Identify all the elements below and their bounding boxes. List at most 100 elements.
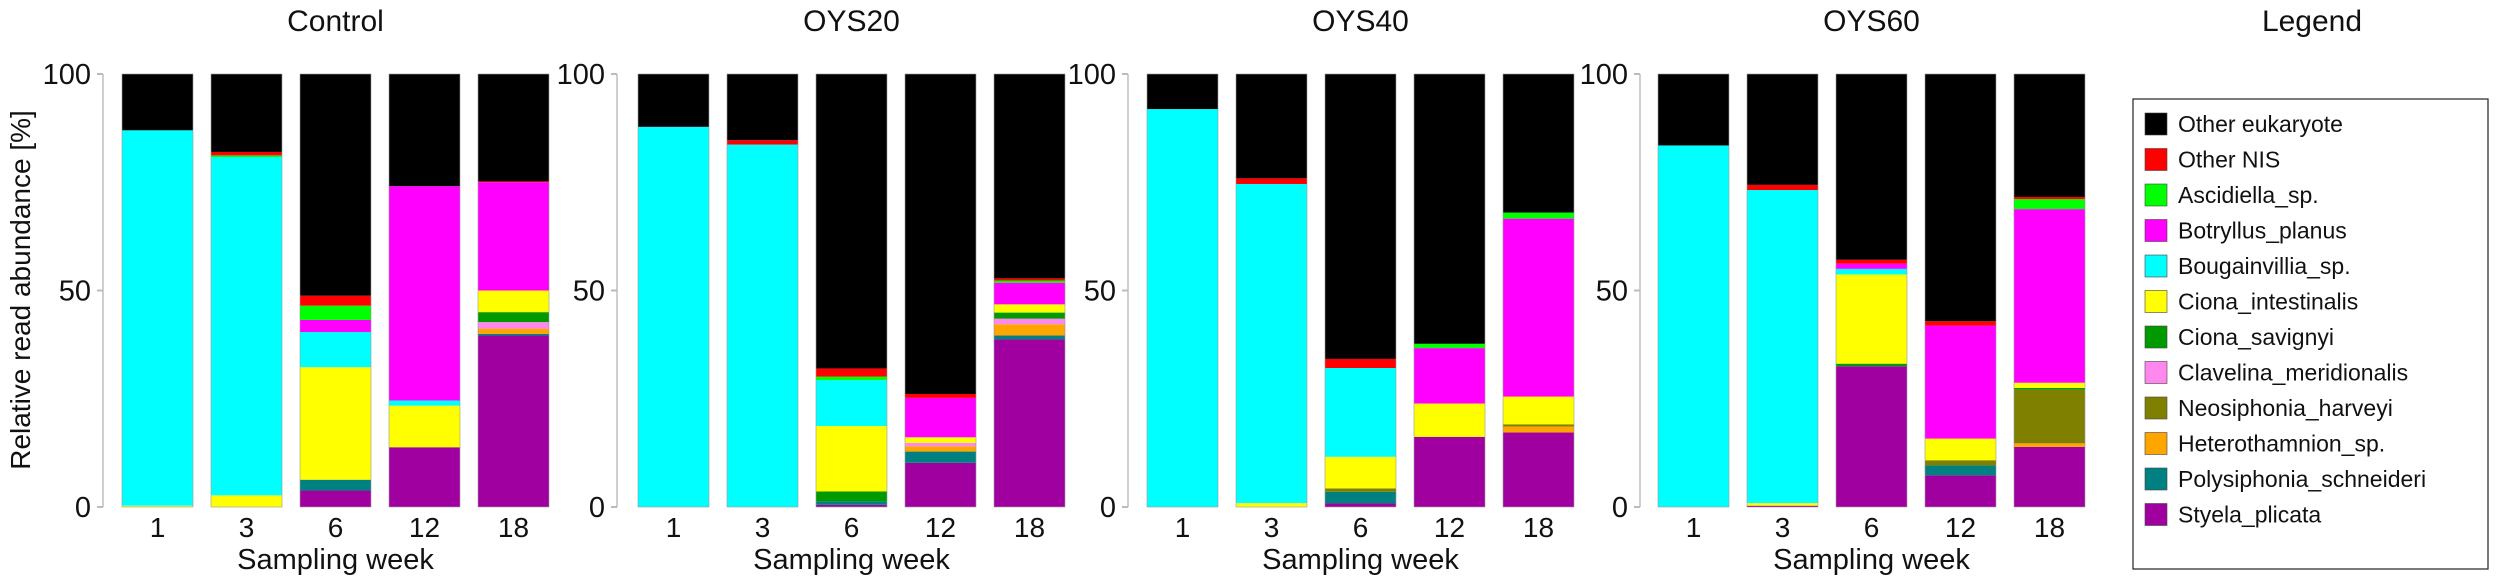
x-tick-label: 3 [239, 512, 255, 543]
bar-segment-bougainvillia-sp [1747, 190, 1818, 504]
bar-segment-bougainvillia-sp [1658, 145, 1729, 507]
legend-title: Legend [2262, 5, 2362, 38]
panel-title: OYS40 [1312, 5, 1409, 38]
x-tick-label: 1 [1686, 512, 1702, 543]
legend-item-label: Styela_plicata [2178, 502, 2321, 528]
bar-segment-ciona-intestinalis [389, 405, 460, 448]
bar-segment-ciona-intestinalis [994, 304, 1065, 313]
bar-segment-botryllus-planus [905, 397, 976, 438]
legend-item-label: Bougainvillia_sp. [2178, 253, 2351, 279]
bar-segment-botryllus-planus [1836, 263, 1907, 269]
bar-segment-polysiphonia-schneideri [300, 479, 371, 491]
x-axis-label: Sampling week [1773, 544, 1970, 576]
bar-segment-ciona-savignyi [478, 312, 549, 323]
bar-outline [1146, 73, 1219, 508]
bar-segment-heterothamnion-sp [1503, 426, 1574, 433]
bar-segment-ciona-intestinalis [1414, 403, 1485, 437]
y-tick-label: 50 [59, 276, 91, 308]
x-tick-label: 1 [666, 512, 682, 543]
y-tick-label: 100 [43, 59, 91, 91]
bar-segment-ciona-intestinalis [211, 495, 282, 507]
bar-segment-other-eukaryote [1658, 74, 1729, 146]
bar-segment-polysiphonia-schneideri [994, 335, 1065, 340]
bar-segment-ascidiella-sp [1503, 212, 1574, 219]
bar-segment-botryllus-planus [994, 282, 1065, 305]
legend-swatch [2144, 396, 2168, 420]
bar-segment-bougainvillia-sp [1147, 109, 1218, 507]
bar-segment-styela-plicata [478, 335, 549, 507]
bar-segment-ciona-savignyi [2014, 387, 2085, 390]
y-tick-label: 0 [1100, 492, 1116, 524]
bar-segment-styela-plicata [1503, 432, 1574, 507]
bar-outline [1413, 73, 1486, 508]
x-tick-label: 6 [1864, 512, 1880, 543]
bar-segment-other-nis [1925, 321, 1996, 326]
y-tick-label: 0 [589, 492, 605, 524]
bar-segment-botryllus-planus [1414, 348, 1485, 404]
bar-segment-ascidiella-sp [816, 376, 887, 381]
bar-segment-styela-plicata [994, 339, 1065, 507]
x-tick-label: 12 [1945, 512, 1976, 543]
bar-segment-bougainvillia-sp [816, 380, 887, 427]
bar-segment-other-eukaryote [1236, 74, 1307, 179]
bar-segment-ascidiella-sp [1414, 343, 1485, 349]
x-tick-label: 18 [2034, 512, 2065, 543]
bar-segment-ciona-intestinalis [905, 437, 976, 443]
bar-segment-ciona-savignyi [1836, 363, 1907, 367]
bar-segment-other-nis [727, 140, 798, 145]
bar-segment-bougainvillia-sp [389, 400, 460, 406]
bar-outline [993, 73, 1066, 508]
legend-swatch [2144, 290, 2168, 313]
bar-segment-ascidiella-sp [300, 305, 371, 320]
bar-segment-styela-plicata [389, 447, 460, 507]
bar-segment-ciona-intestinalis [1747, 503, 1818, 506]
bar-segment-other-nis [478, 181, 549, 183]
bar-segment-bougainvillia-sp [122, 130, 193, 506]
bar-segment-other-eukaryote [211, 74, 282, 152]
bar-segment-ciona-intestinalis [2014, 382, 2085, 388]
panel-title: OYS60 [1823, 5, 1920, 38]
bar-segment-ciona-intestinalis [300, 367, 371, 480]
bar-segment-styela-plicata [300, 490, 371, 507]
bar-segment-bougainvillia-sp [638, 126, 709, 508]
bar-outline [1502, 73, 1575, 508]
bar-segment-other-nis [2014, 196, 2085, 200]
bar-segment-botryllus-planus [300, 319, 371, 333]
y-tick-label: 100 [1068, 59, 1116, 91]
bar-outline [477, 73, 550, 508]
bar-outline [2013, 73, 2086, 508]
bar-segment-styela-plicata [905, 462, 976, 507]
bar-segment-polysiphonia-schneideri [816, 501, 887, 505]
bar-outline [121, 73, 194, 508]
bar-outline [1324, 73, 1397, 508]
x-tick-label: 6 [1353, 512, 1369, 543]
x-axis-label: Sampling week [237, 544, 434, 576]
bar-outline [1235, 73, 1308, 508]
bar-segment-heterothamnion-sp [478, 328, 549, 334]
bar-segment-styela-plicata [1925, 475, 1996, 507]
bar-outline [1835, 73, 1908, 508]
bar-segment-clavelina-meridionalis [478, 322, 549, 329]
legend-swatch [2144, 219, 2168, 242]
y-tick-label: 100 [1580, 59, 1628, 91]
bar-segment-bougainvillia-sp [1325, 368, 1396, 457]
y-tick-label: 0 [1612, 492, 1628, 524]
legend-swatch [2144, 183, 2168, 207]
bar-segment-other-nis [1325, 358, 1396, 369]
bar-outline [904, 73, 977, 508]
bar-segment-other-eukaryote [1747, 74, 1818, 185]
y-axis-label: Relative read abundance [%] [5, 110, 36, 470]
bar-segment-other-nis [905, 393, 976, 398]
bar-segment-neosiphonia-harveyi [2014, 389, 2085, 444]
y-tick-label: 0 [75, 492, 91, 524]
y-tick-label: 50 [1084, 276, 1116, 308]
bar-segment-ciona-intestinalis [1836, 274, 1907, 364]
legend-swatch [2144, 467, 2168, 491]
bar-segment-other-nis [300, 295, 371, 306]
bar-outline [388, 73, 461, 508]
legend-item-label: Ciona_intestinalis [2178, 289, 2358, 315]
bar-segment-styela-plicata [1836, 366, 1907, 507]
bar-segment-ciona-intestinalis [1236, 503, 1307, 507]
bar-segment-other-eukaryote [994, 74, 1065, 279]
